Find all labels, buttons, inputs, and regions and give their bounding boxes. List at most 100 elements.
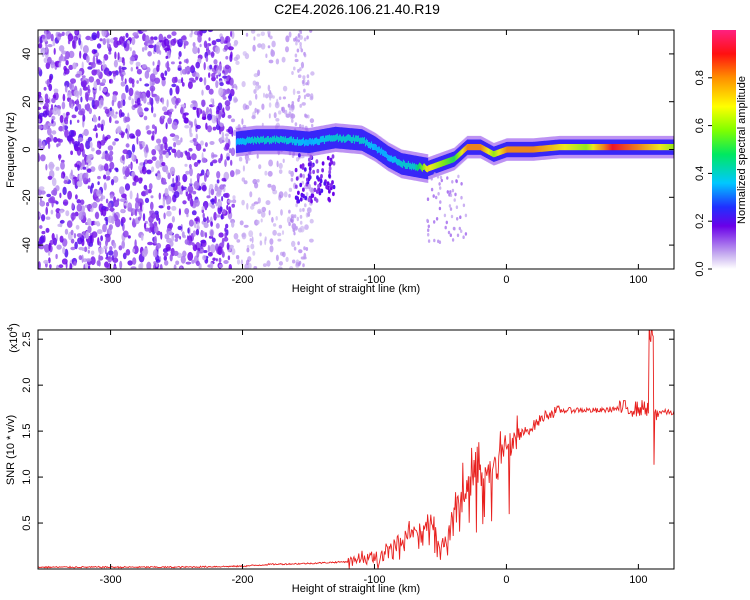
speckle-blob — [122, 99, 126, 107]
ridge-tail — [430, 187, 434, 192]
speckle-blob — [38, 42, 43, 49]
ridge-core — [573, 144, 576, 151]
speckle-blob — [147, 241, 154, 246]
ridge-core — [611, 144, 614, 151]
speckle-blob — [138, 177, 143, 184]
speckle-blob — [249, 191, 253, 198]
speckle-blob — [289, 266, 294, 269]
speckle-blob — [131, 135, 136, 139]
x-tick-label: -300 — [100, 274, 122, 286]
snr-line — [38, 330, 674, 569]
speckle-blob — [269, 238, 274, 245]
ridge-core — [306, 139, 309, 146]
speckle-blob — [282, 85, 288, 92]
speckle-blob — [88, 177, 91, 183]
speckle-blob — [218, 232, 224, 238]
speckle-blob — [165, 244, 171, 251]
speckle-blob — [41, 214, 46, 222]
speckle-blob — [145, 188, 149, 195]
ridge-core — [463, 146, 466, 153]
ridge-tail — [326, 181, 330, 186]
speckle-blob — [82, 166, 87, 170]
speckle-blob — [175, 175, 178, 184]
speckle-blob — [222, 107, 225, 113]
speckle-blob — [47, 44, 53, 48]
speckle-blob — [90, 256, 96, 266]
ridge-core — [626, 144, 629, 151]
ridge-core — [374, 144, 377, 151]
speckle-blob — [119, 260, 123, 269]
ridge-tail — [298, 153, 301, 158]
speckle-blob — [109, 150, 114, 156]
ridge-core — [454, 154, 457, 161]
speckle-blob — [96, 143, 101, 148]
ridge-core — [399, 160, 402, 167]
speckle-blob — [208, 187, 211, 196]
ridge-core — [470, 144, 473, 151]
speckle-blob — [87, 136, 93, 142]
speckle-blob — [233, 43, 238, 47]
ridge-core — [349, 135, 352, 142]
speckle-blob — [139, 112, 144, 116]
speckle-blob — [166, 66, 171, 72]
speckle-blob — [284, 109, 288, 115]
speckle-blob — [61, 31, 65, 36]
speckle-blob — [109, 194, 114, 199]
speckle-blob — [293, 66, 296, 71]
speckle-blob — [103, 174, 107, 180]
speckle-blob — [96, 30, 100, 39]
speckle-blob — [202, 250, 208, 253]
ridge-core — [616, 144, 619, 151]
speckle-blob — [143, 161, 146, 168]
ridge-core — [555, 144, 558, 151]
speckle-blob — [260, 43, 266, 50]
speckle-blob — [280, 209, 283, 216]
speckle-blob — [107, 255, 113, 263]
ridge-core — [275, 135, 278, 142]
ridge-core — [543, 145, 546, 152]
colorbar-tick-label: 0.6 — [694, 118, 706, 133]
ridge-core — [354, 135, 357, 142]
speckle-blob — [302, 75, 306, 80]
speckle-blob — [302, 207, 305, 212]
speckle-blob — [196, 107, 199, 117]
ridge-core — [388, 155, 391, 162]
speckle-blob — [145, 144, 149, 153]
speckle-blob — [162, 198, 166, 208]
ridge-tail — [452, 226, 456, 231]
speckle-blob — [53, 47, 56, 55]
speckle-blob — [135, 91, 141, 96]
speckle-blob — [39, 212, 42, 217]
ridge-core — [333, 135, 336, 142]
speckle-blob — [181, 231, 185, 238]
speckle-blob — [141, 30, 148, 33]
speckle-blob — [250, 205, 255, 210]
speckle-blob — [174, 151, 177, 158]
ridge-core — [287, 138, 290, 145]
speckle-blob — [128, 164, 132, 169]
speckle-blob — [282, 96, 286, 100]
speckle-blob — [198, 186, 202, 191]
speckle-blob — [154, 77, 161, 84]
ridge-core — [540, 145, 543, 152]
speckle-blob — [43, 244, 50, 248]
ridge-core — [283, 137, 286, 144]
speckle-blob — [255, 84, 260, 91]
speckle-blob — [155, 259, 161, 263]
speckle-blob — [109, 246, 113, 251]
ridge-tail — [300, 192, 304, 198]
speckle-blob — [228, 206, 232, 214]
speckle-blob — [132, 248, 136, 253]
ridge-core — [587, 144, 590, 151]
speckle-blob — [55, 166, 60, 171]
speckle-blob — [127, 260, 133, 266]
speckle-blob — [278, 191, 284, 199]
ridge-tail — [331, 180, 334, 185]
speckle-blob — [206, 195, 211, 199]
speckle-blob — [253, 201, 259, 205]
speckle-blob — [293, 246, 297, 251]
speckle-blob — [53, 136, 58, 143]
ridge-core — [550, 144, 553, 151]
ridge-core — [291, 138, 294, 145]
speckle-blob — [297, 39, 300, 43]
